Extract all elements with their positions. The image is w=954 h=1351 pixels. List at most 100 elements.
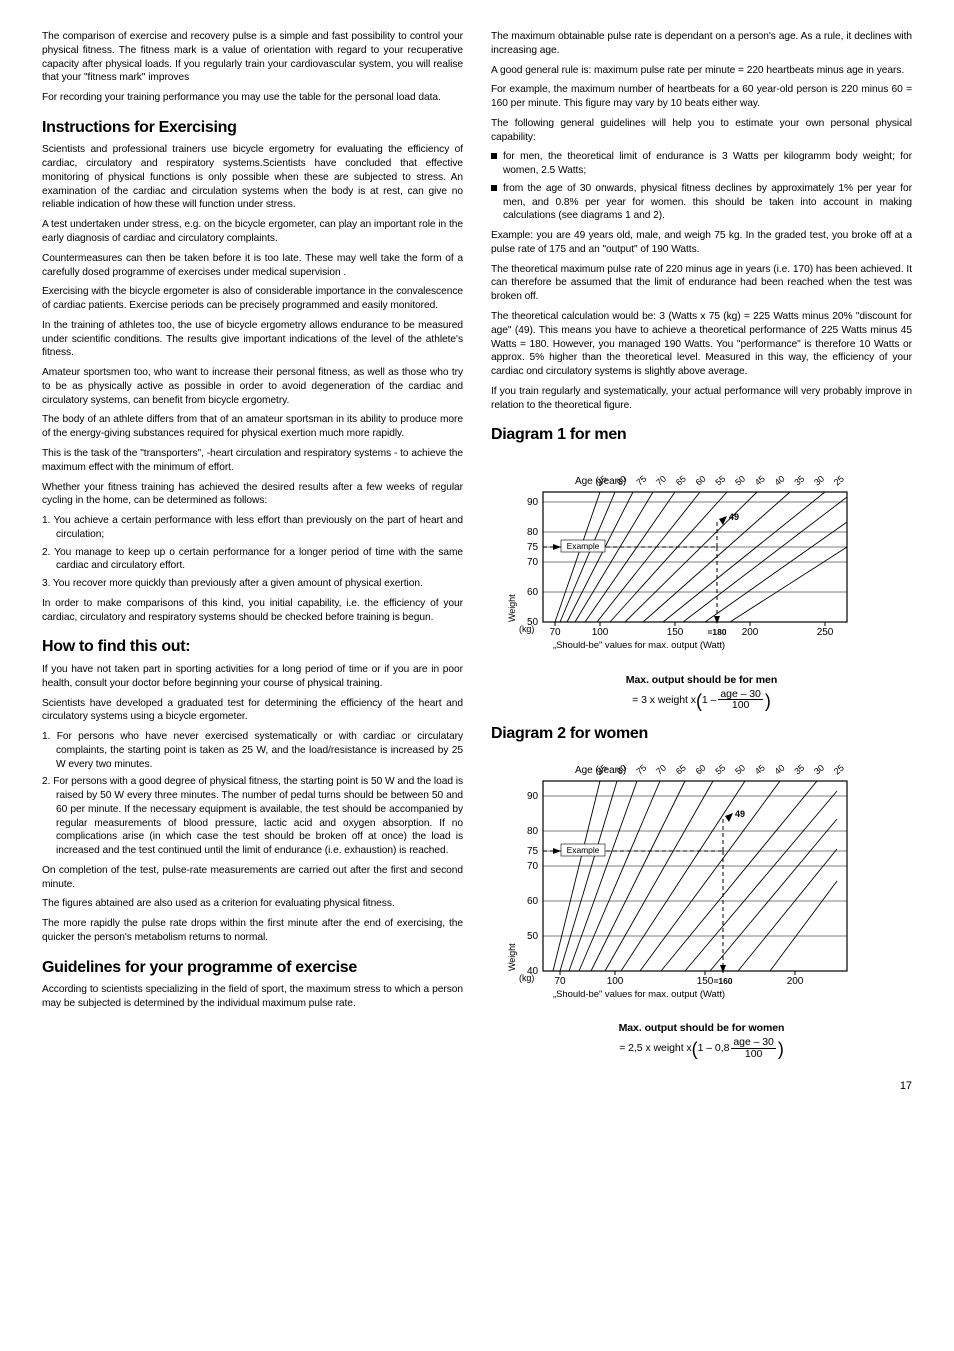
list-item: for men, the theoretical limit of endura… (491, 150, 912, 178)
svg-text:30: 30 (812, 762, 826, 776)
paragraph: This is the task of the "transporters", … (42, 447, 463, 475)
paragraph: If you train regularly and systematicall… (491, 385, 912, 413)
heading-diagram2: Diagram 2 for women (491, 723, 912, 745)
diagram-1-men: 5060707580907010015020025085807570656055… (505, 452, 912, 667)
svg-text:80: 80 (527, 826, 539, 837)
svg-text:Example: Example (567, 845, 600, 855)
formula-title: Max. output should be for men (491, 673, 912, 687)
fraction: age – 30 100 (718, 689, 762, 711)
formula-text: 1 – 0,8 (698, 1041, 730, 1055)
svg-text:60: 60 (694, 473, 708, 487)
numbered-list: 1. You achieve a certain performance wit… (42, 514, 463, 591)
paragraph: Countermeasures can then be taken before… (42, 252, 463, 280)
paragraph: The theoretical calculation would be: 3 … (491, 310, 912, 379)
list-item: 1. For persons who have never exercised … (42, 730, 463, 771)
list-item: 3. You recover more quickly than previou… (42, 577, 463, 591)
svg-text:Age (years): Age (years) (575, 476, 626, 487)
svg-text:250: 250 (817, 627, 834, 638)
svg-text:30: 30 (812, 473, 826, 487)
formula-title: Max. output should be for women (491, 1021, 912, 1035)
paragraph: In order to make comparisons of this kin… (42, 597, 463, 625)
list-item: 2. For persons with a good degree of phy… (42, 775, 463, 858)
svg-text:70: 70 (527, 557, 539, 568)
svg-text:60: 60 (527, 896, 539, 907)
formula-text: 1 – (702, 693, 716, 707)
paragraph: Scientists have developed a graduated te… (42, 697, 463, 725)
svg-text:Weight: Weight (507, 942, 517, 970)
svg-text:60: 60 (694, 762, 708, 776)
svg-text:75: 75 (527, 542, 539, 553)
svg-text:200: 200 (787, 976, 804, 987)
svg-text:50: 50 (733, 762, 747, 776)
paragraph: The figures abtained are also used as a … (42, 897, 463, 911)
list-item: 2. You manage to keep up o certain perfo… (42, 546, 463, 574)
svg-text:65: 65 (674, 762, 688, 776)
paren-icon: ( (692, 1040, 698, 1058)
heading-diagram1: Diagram 1 for men (491, 424, 912, 446)
svg-text:150: 150 (667, 627, 684, 638)
formula-text: = 2,5 x weight x (619, 1041, 691, 1055)
paragraph: Amateur sportsmen too, who want to incre… (42, 366, 463, 407)
paren-icon: ) (765, 692, 771, 710)
paragraph: A good general rule is: maximum pulse ra… (491, 64, 912, 78)
paragraph: On completion of the test, pulse-rate me… (42, 864, 463, 892)
svg-text:49: 49 (729, 512, 739, 522)
svg-text:50: 50 (527, 931, 539, 942)
bullet-list: for men, the theoretical limit of endura… (491, 150, 912, 223)
svg-text:55: 55 (713, 473, 727, 487)
svg-text:55: 55 (713, 762, 727, 776)
paragraph: The following general guidelines will he… (491, 117, 912, 145)
left-column: The comparison of exercise and recovery … (42, 30, 463, 1071)
diagram-2-women: 4050607075809070100150200858075706560555… (505, 751, 912, 1016)
paragraph: According to scientists specializing in … (42, 983, 463, 1011)
svg-text:90: 90 (527, 791, 539, 802)
paragraph: The body of an athlete differs from that… (42, 413, 463, 441)
paragraph: A test undertaken under stress, e.g. on … (42, 218, 463, 246)
svg-text:70: 70 (554, 976, 566, 987)
svg-text:100: 100 (607, 976, 624, 987)
svg-text:(kg): (kg) (519, 624, 534, 634)
svg-text:40: 40 (773, 473, 787, 487)
paragraph: The more rapidly the pulse rate drops wi… (42, 917, 463, 945)
paragraph: Whether your fitness training has achiev… (42, 481, 463, 509)
svg-text:35: 35 (792, 473, 806, 487)
svg-text:70: 70 (527, 861, 539, 872)
svg-text:=160: =160 (714, 976, 733, 986)
svg-text:40: 40 (773, 762, 787, 776)
paragraph: In the training of athletes too, the use… (42, 319, 463, 360)
svg-text:150: 150 (697, 976, 714, 987)
numbered-list: 1. For persons who have never exercised … (42, 730, 463, 858)
paragraph: Example: you are 49 years old, male, and… (491, 229, 912, 257)
paragraph: The maximum obtainable pulse rate is dep… (491, 30, 912, 58)
paragraph: Scientists and professional trainers use… (42, 143, 463, 212)
svg-text:25: 25 (832, 473, 846, 487)
svg-text:=180: =180 (708, 627, 727, 637)
svg-text:70: 70 (654, 762, 668, 776)
heading-how: How to find this out: (42, 636, 463, 658)
svg-text:Weight: Weight (507, 594, 517, 622)
fraction: age – 30 100 (731, 1037, 775, 1059)
paragraph: For example, the maximum number of heart… (491, 83, 912, 111)
svg-text:60: 60 (527, 587, 539, 598)
paragraph: Exercising with the bicycle ergometer is… (42, 285, 463, 313)
svg-text:35: 35 (792, 762, 806, 776)
svg-text:Example: Example (567, 541, 600, 551)
svg-text:(kg): (kg) (519, 973, 534, 983)
paragraph: The theoretical maximum pulse rate of 22… (491, 263, 912, 304)
paren-icon: ) (778, 1040, 784, 1058)
svg-text:70: 70 (654, 473, 668, 487)
svg-text:200: 200 (742, 627, 759, 638)
svg-text:75: 75 (634, 473, 648, 487)
svg-text:70: 70 (549, 627, 561, 638)
svg-text:75: 75 (527, 846, 539, 857)
svg-text:50: 50 (733, 473, 747, 487)
svg-text:100: 100 (592, 627, 609, 638)
svg-text:45: 45 (753, 473, 767, 487)
svg-text:Age (years): Age (years) (575, 765, 626, 776)
formula-women: Max. output should be for women = 2,5 x … (491, 1021, 912, 1059)
svg-text:„Should-be" values for max. ou: „Should-be" values for max. output (Watt… (553, 640, 725, 651)
formula-men: Max. output should be for men = 3 x weig… (491, 673, 912, 711)
paragraph: The comparison of exercise and recovery … (42, 30, 463, 85)
heading-guidelines: Guidelines for your programme of exercis… (42, 957, 463, 979)
list-item: 1. You achieve a certain performance wit… (42, 514, 463, 542)
